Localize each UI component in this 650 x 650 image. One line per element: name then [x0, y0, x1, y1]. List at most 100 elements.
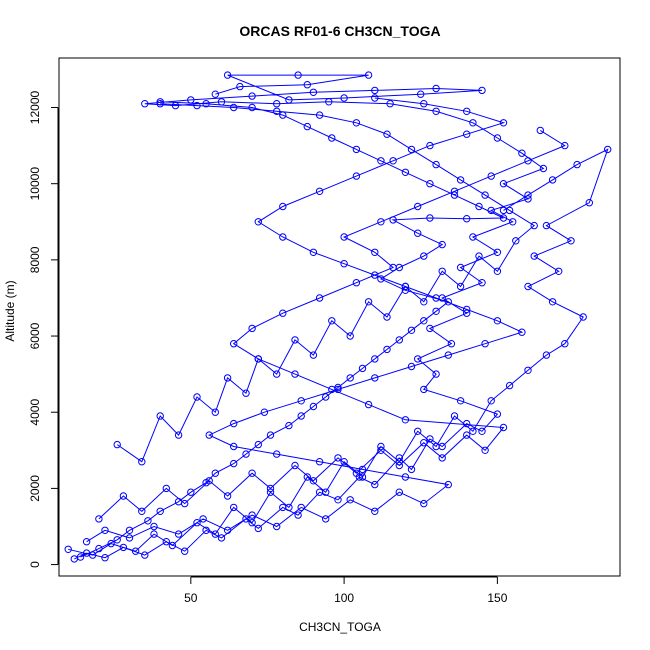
data-point: [432, 294, 440, 302]
data-point: [432, 307, 440, 315]
data-point: [364, 71, 373, 79]
series-1: [76, 98, 508, 561]
data-point: [542, 221, 551, 230]
data-point: [340, 260, 348, 268]
data-point: [371, 355, 379, 363]
data-point: [505, 206, 514, 215]
x-axis-label: CH3CN_TOGA: [299, 620, 381, 634]
axes-layer: 50 100 150 0 2000 4000 6000 8000 10000 12000: [28, 91, 508, 605]
data-point: [352, 119, 361, 127]
y-axis-label: Altitude (m): [3, 280, 17, 341]
data-point: [125, 526, 134, 534]
data-point: [585, 199, 593, 207]
data-point: [432, 160, 440, 169]
data-point: [456, 176, 465, 184]
data-point: [141, 551, 149, 559]
y-tick-label: 4000: [28, 399, 42, 426]
data-point: [407, 326, 416, 334]
data-point: [456, 282, 465, 291]
data-point: [138, 507, 146, 515]
data-point: [303, 473, 311, 481]
data-point: [389, 263, 397, 272]
data-point: [266, 431, 275, 439]
data-point: [499, 119, 508, 127]
series-5: [82, 94, 526, 546]
data-point: [202, 100, 210, 108]
data-point: [463, 309, 471, 317]
data-point: [248, 324, 256, 333]
data-point: [294, 71, 302, 79]
data-point: [254, 218, 262, 226]
data-point: [417, 90, 425, 98]
data-point: [420, 499, 428, 508]
chart-title: ORCAS RF01-6 CH3CN_TOGA: [239, 23, 440, 39]
data-point: [297, 503, 305, 512]
data-point: [401, 473, 410, 481]
data-point: [573, 160, 581, 169]
data-point: [328, 317, 336, 325]
data-point: [242, 515, 250, 523]
data-point: [119, 492, 128, 500]
data-point: [469, 119, 477, 127]
data-point: [383, 313, 391, 321]
data-point: [371, 271, 379, 279]
data-point: [162, 484, 171, 493]
data-point: [395, 488, 403, 496]
data-point: [138, 458, 146, 466]
data-point: [291, 370, 299, 378]
data-point: [309, 402, 318, 411]
data-point: [407, 145, 416, 154]
data-point: [254, 355, 262, 363]
data-point: [309, 248, 318, 257]
data-point: [291, 336, 299, 344]
data-point: [242, 450, 250, 458]
y-tick-label: 10000: [28, 167, 42, 201]
data-point: [113, 536, 121, 544]
data-point: [279, 233, 287, 241]
data-point: [518, 149, 526, 157]
data-point: [542, 351, 551, 359]
data-point: [432, 107, 440, 116]
data-point: [322, 488, 330, 496]
data-point: [463, 305, 471, 314]
data-point: [426, 214, 434, 222]
data-point: [119, 543, 128, 552]
data-point: [325, 98, 333, 106]
data-point: [273, 107, 281, 116]
data-point: [548, 298, 557, 306]
data-point: [334, 496, 342, 504]
x-tick-label: 150: [487, 591, 507, 605]
data-point: [444, 351, 452, 359]
data-point: [499, 214, 508, 222]
data-point: [107, 539, 115, 548]
y-tick-label: 6000: [28, 322, 42, 349]
data-point: [555, 267, 563, 275]
data-point: [340, 458, 348, 466]
data-point: [505, 381, 514, 390]
data-point: [168, 541, 177, 550]
data-point: [358, 465, 367, 474]
data-point: [174, 431, 183, 439]
data-point: [217, 534, 226, 542]
data-point: [187, 488, 195, 496]
data-point: [383, 130, 391, 138]
y-tick-label: 0: [28, 561, 42, 568]
data-point: [285, 503, 293, 512]
data-point: [524, 157, 532, 165]
data-point: [487, 172, 495, 180]
data-point: [420, 439, 428, 447]
data-point: [579, 313, 587, 321]
series-3: [113, 100, 538, 466]
data-point: [493, 134, 502, 142]
series-line: [98, 129, 566, 520]
data-point: [371, 480, 379, 489]
data-point: [499, 180, 508, 188]
data-point: [156, 507, 164, 515]
data-point: [223, 71, 232, 79]
data-point: [303, 122, 311, 131]
data-point: [450, 191, 459, 199]
x-tick-label: 100: [334, 591, 354, 605]
data-point: [414, 202, 422, 211]
data-point: [131, 547, 140, 555]
data-point: [297, 397, 305, 405]
